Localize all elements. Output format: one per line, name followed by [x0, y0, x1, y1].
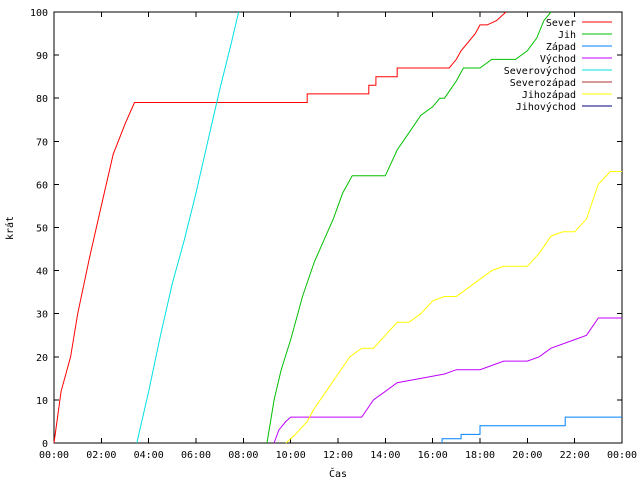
y-tick-label: 0 [42, 439, 48, 450]
x-tick-label: 18:00 [465, 450, 495, 461]
y-tick-label: 50 [36, 224, 48, 235]
y-tick-label: 20 [36, 353, 48, 364]
series-line [136, 11, 240, 444]
series-line [441, 416, 622, 443]
legend-label: Severozápad [510, 77, 576, 89]
x-tick-label: 06:00 [181, 450, 211, 461]
x-tick-label: 10:00 [276, 450, 306, 461]
legend-label: Severovýchod [504, 65, 576, 77]
x-axis-label: Čas [329, 467, 347, 480]
x-tick-label: 16:00 [418, 450, 448, 461]
y-tick-label: 10 [36, 396, 48, 407]
x-tick-label: 02:00 [86, 450, 116, 461]
legend-label: Východ [540, 53, 576, 65]
x-tick-label: 22:00 [560, 450, 590, 461]
series-line [273, 317, 622, 444]
legend-label: Jihozápad [522, 89, 576, 101]
legend-label: Jihovýchod [516, 101, 576, 113]
x-tick-label: 08:00 [228, 450, 258, 461]
x-tick-label: 12:00 [323, 450, 353, 461]
series-line [266, 11, 552, 444]
y-tick-label: 90 [36, 51, 48, 62]
y-axis-ticks: 0 10 20 30 40 50 60 70 80 90 100 [30, 8, 622, 450]
legend-label: Západ [546, 41, 576, 53]
x-tick-label: 14:00 [370, 450, 400, 461]
y-tick-label: 40 [36, 267, 48, 278]
legend-label: Jih [558, 30, 576, 41]
x-tick-label: 00:00 [607, 450, 637, 461]
series-line [53, 11, 507, 444]
x-tick-label: 00:00 [39, 450, 69, 461]
y-tick-label: 80 [36, 94, 48, 105]
series-line [285, 171, 622, 444]
y-axis-label: krát [4, 216, 16, 240]
y-tick-label: 60 [36, 180, 48, 191]
legend: SeverJihZápadVýchodSeverovýchodSeverozáp… [504, 18, 612, 113]
y-tick-label: 100 [30, 8, 48, 19]
y-tick-label: 70 [36, 137, 48, 148]
y-tick-label: 30 [36, 310, 48, 321]
series-layer [53, 11, 622, 444]
x-tick-label: 04:00 [134, 450, 164, 461]
x-tick-label: 20:00 [512, 450, 542, 461]
x-axis-ticks: 00:00 02:00 04:00 06:00 08:00 10:00 12:00 14:00… [39, 12, 637, 461]
legend-label: Sever [546, 18, 576, 29]
